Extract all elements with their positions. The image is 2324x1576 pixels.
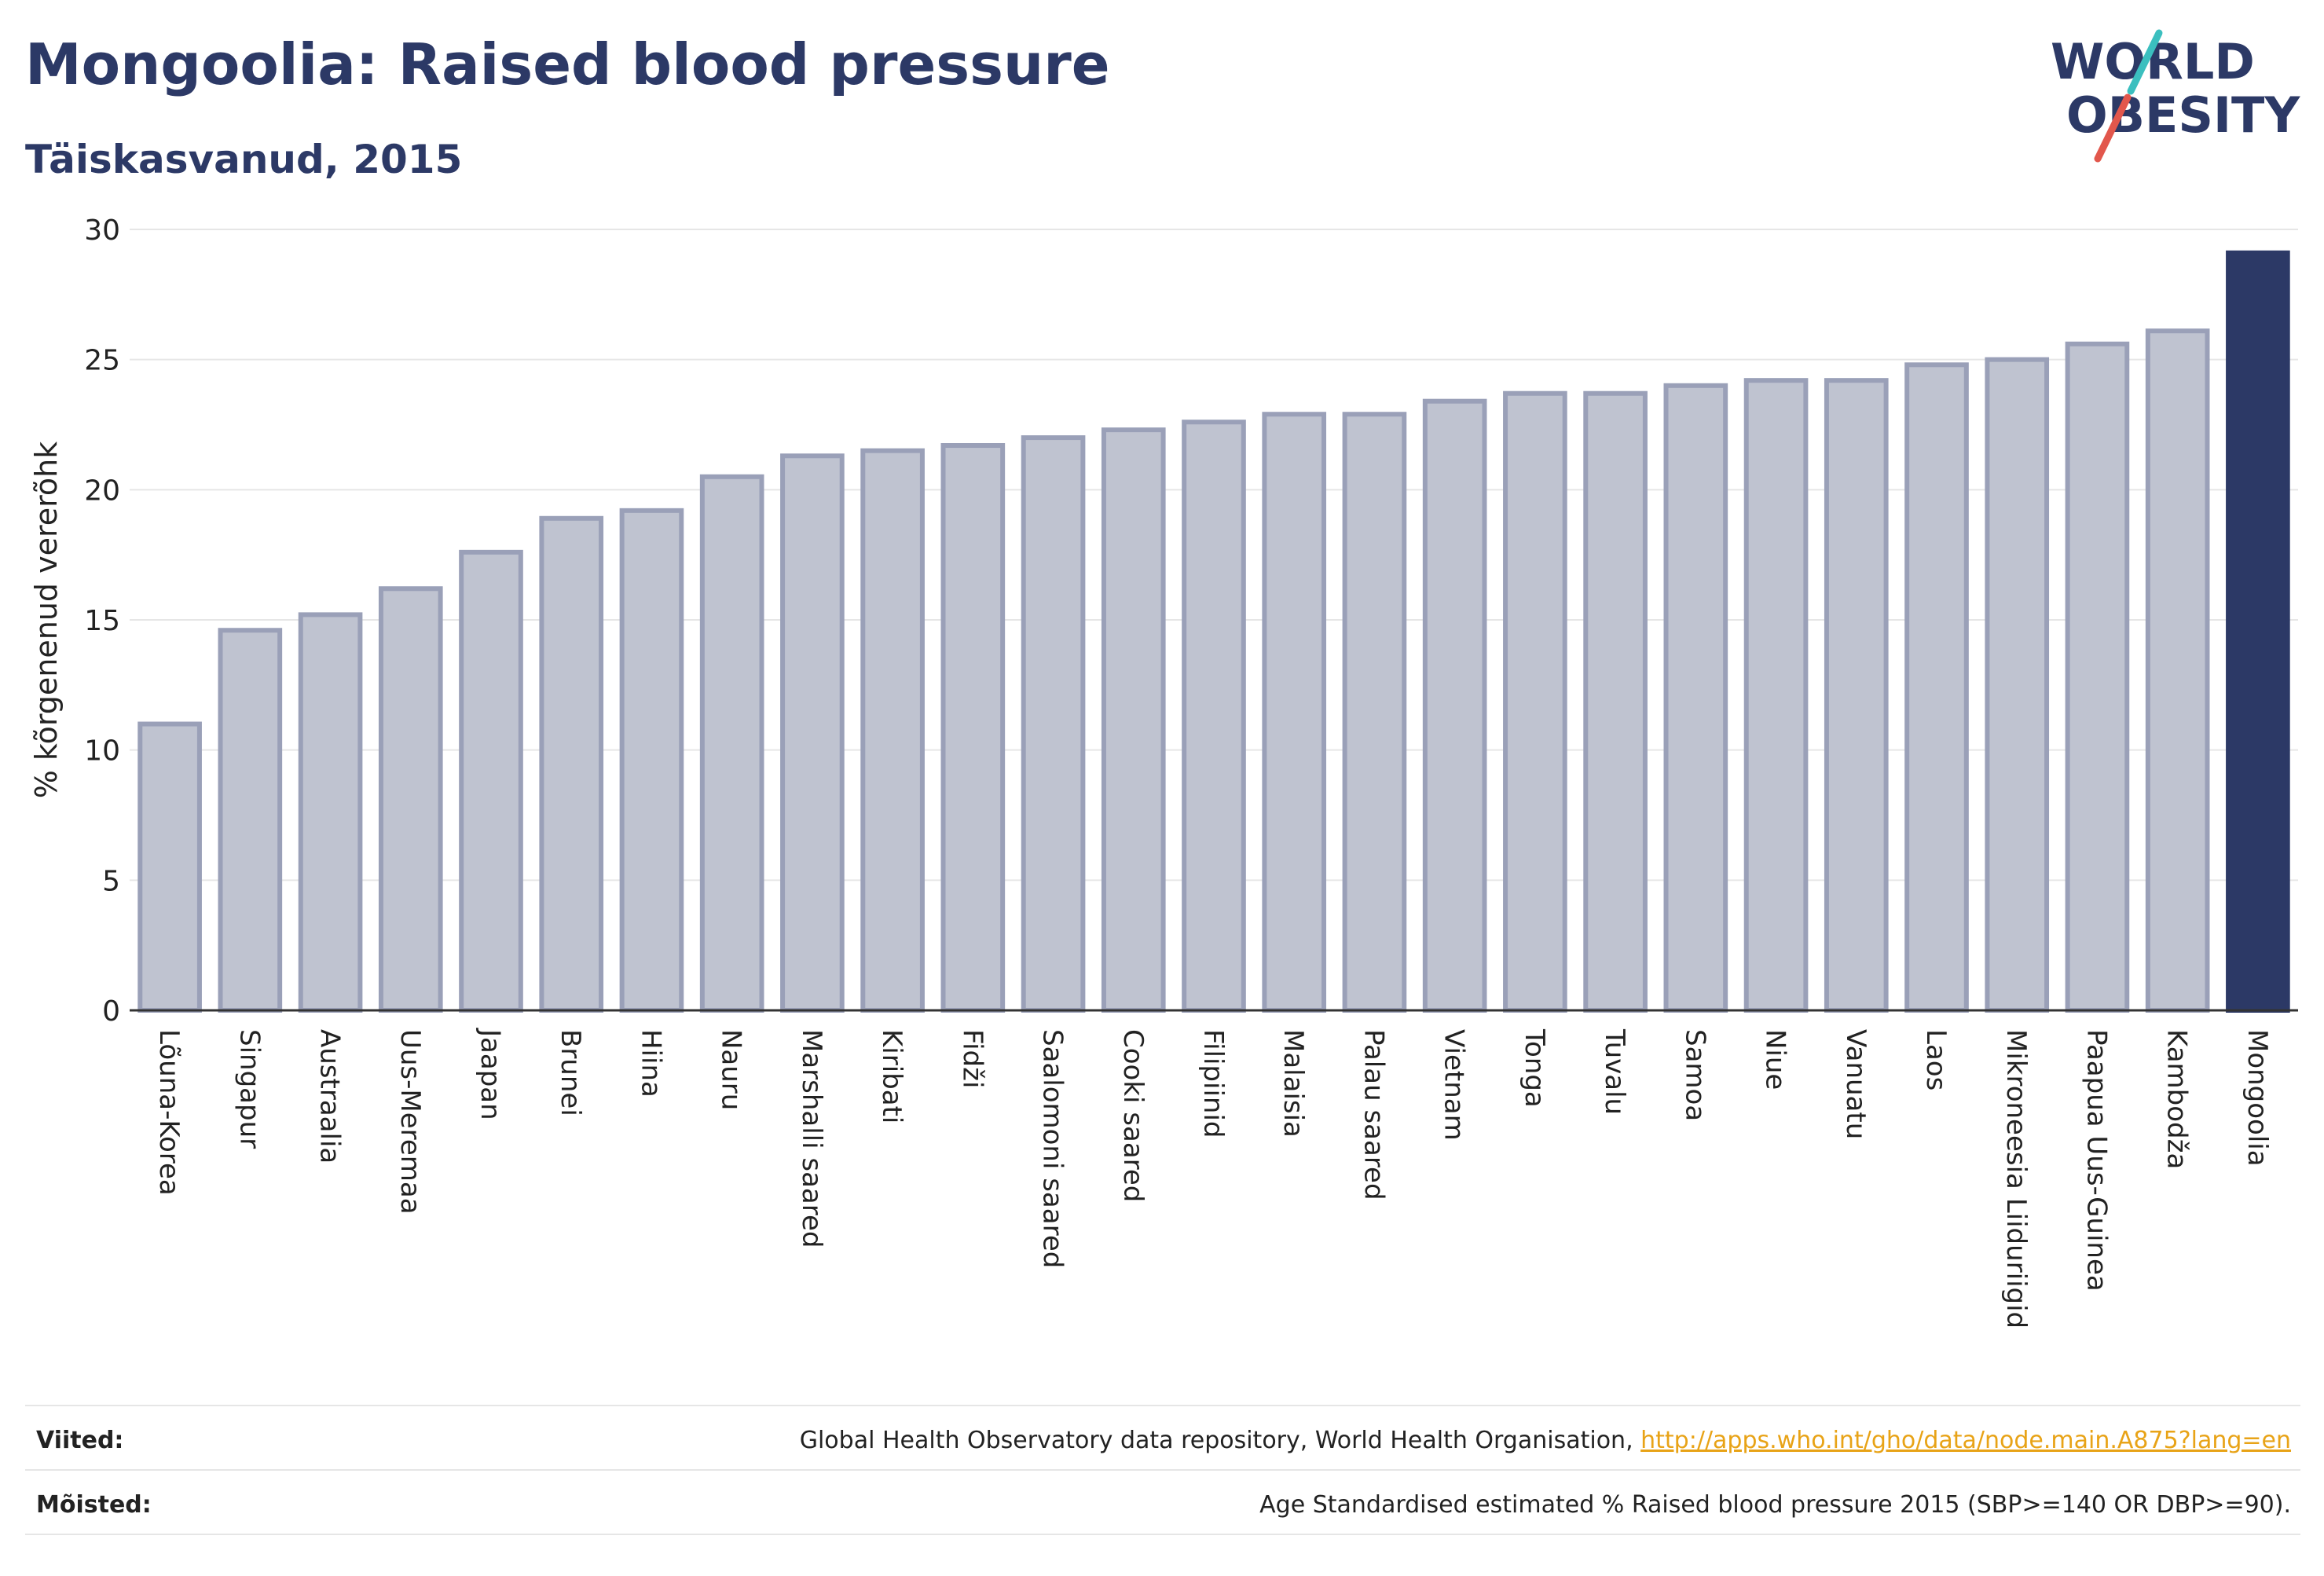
x-tick-label: Laos bbox=[1920, 1029, 1952, 1090]
x-tick-label: Malaisia bbox=[1277, 1029, 1309, 1138]
bar-uus-meremaa bbox=[378, 586, 443, 1013]
bar-mongoolia bbox=[2226, 250, 2290, 1013]
x-tick-label: Jaapan bbox=[475, 1028, 506, 1120]
x-tick-label: Vanuatu bbox=[1840, 1029, 1871, 1139]
footer-divider-top bbox=[25, 1405, 2300, 1406]
y-tick-label: 25 bbox=[84, 345, 120, 377]
bar-fid-i bbox=[940, 443, 1006, 1013]
bar-niue bbox=[1743, 378, 1809, 1013]
chart-subtitle: Täiskasvanud, 2015 bbox=[25, 137, 463, 182]
bar-chart: 0 5 10 15 20 25 30 Lõuna-Korea Singapur Austraal… bbox=[29, 214, 2298, 1329]
y-tick-label: 10 bbox=[84, 735, 120, 768]
world-obesity-logo: WORLD OBESITY bbox=[2051, 29, 2300, 163]
bar-brunei bbox=[539, 515, 604, 1013]
x-axis-ticks: Lõuna-Korea Singapur Austraalia Uus-Meremaa… bbox=[153, 1028, 2273, 1329]
bar-samoa bbox=[1663, 383, 1728, 1013]
y-tick-label: 0 bbox=[102, 995, 120, 1028]
x-tick-label: Mongoolia bbox=[2242, 1029, 2273, 1167]
x-tick-label: Kambodža bbox=[2161, 1029, 2193, 1169]
sources-description: Global Health Observatory data repositor… bbox=[799, 1427, 1641, 1454]
x-tick-label: Tonga bbox=[1519, 1028, 1550, 1108]
bar-cooki-saared bbox=[1101, 427, 1166, 1013]
bar-laos bbox=[1904, 362, 1969, 1013]
chart-title: Mongoolia: Raised blood pressure bbox=[25, 31, 1110, 97]
x-tick-label: Samoa bbox=[1679, 1029, 1710, 1121]
x-tick-label: Nauru bbox=[716, 1029, 747, 1110]
bar-austraalia bbox=[298, 612, 363, 1013]
bar-hiina bbox=[619, 508, 684, 1013]
x-tick-label: Filipiinid bbox=[1197, 1029, 1229, 1138]
y-tick-label: 20 bbox=[84, 475, 120, 507]
x-tick-label: Uus-Meremaa bbox=[394, 1029, 426, 1215]
bar-kambod-a bbox=[2145, 328, 2210, 1013]
x-tick-label: Niue bbox=[1760, 1029, 1791, 1090]
x-tick-label: Austraalia bbox=[314, 1029, 346, 1164]
bar-palau-saared bbox=[1342, 412, 1407, 1013]
bar-filipiinid bbox=[1182, 420, 1246, 1013]
x-tick-label: Paapua Uus-Guinea bbox=[2080, 1029, 2112, 1292]
bar-vanuatu bbox=[1824, 378, 1889, 1013]
y-tick-label: 30 bbox=[84, 214, 120, 247]
x-tick-label: Hiina bbox=[635, 1029, 666, 1098]
bar-mikroneesia-liiduriigid bbox=[1985, 357, 2050, 1013]
bar-marshalli-saared bbox=[780, 453, 845, 1013]
bars bbox=[137, 250, 2290, 1013]
logo-slash-top bbox=[2127, 29, 2163, 95]
x-tick-label: Cooki saared bbox=[1117, 1029, 1149, 1202]
y-axis-label: % kõrgenenud vererõhk bbox=[29, 442, 64, 799]
definitions-text: Age Standardised estimated % Raised bloo… bbox=[1259, 1491, 2291, 1519]
x-tick-label: Vietnam bbox=[1439, 1029, 1470, 1141]
x-tick-label: Palau saared bbox=[1358, 1029, 1389, 1200]
x-tick-label: Tuvalu bbox=[1599, 1028, 1630, 1115]
definitions-label: Mõisted: bbox=[36, 1491, 152, 1519]
y-axis-ticks: 0 5 10 15 20 25 30 bbox=[84, 214, 120, 1028]
bar-vietnam bbox=[1422, 398, 1487, 1013]
bar-l-una-korea bbox=[137, 721, 202, 1013]
bar-paapua-uus-guinea bbox=[2065, 341, 2130, 1013]
y-tick-label: 5 bbox=[102, 865, 120, 897]
y-tick-label: 15 bbox=[84, 605, 120, 637]
bar-nauru bbox=[699, 474, 764, 1013]
bar-singapur bbox=[218, 628, 283, 1013]
x-tick-label: Marshalli saared bbox=[796, 1029, 827, 1248]
footer-divider-bottom bbox=[25, 1534, 2300, 1535]
bar-jaapan bbox=[459, 549, 523, 1013]
logo-slash-bottom bbox=[2094, 93, 2132, 163]
bar-saalomoni-saared bbox=[1021, 435, 1086, 1013]
x-tick-label: Brunei bbox=[555, 1029, 586, 1116]
x-tick-label: Mikroneesia Liiduriigid bbox=[2000, 1029, 2032, 1329]
bar-malaisia bbox=[1262, 412, 1327, 1013]
x-tick-label: Lõuna-Korea bbox=[153, 1029, 185, 1196]
x-tick-label: Kiribati bbox=[876, 1029, 907, 1123]
x-tick-label: Fidži bbox=[956, 1029, 988, 1088]
x-tick-label: Saalomoni saared bbox=[1037, 1029, 1069, 1268]
sources-link[interactable]: http://apps.who.int/gho/data/node.main.A… bbox=[1640, 1427, 2291, 1454]
footer-divider-middle bbox=[25, 1469, 2300, 1471]
bar-tuvalu bbox=[1583, 390, 1648, 1013]
sources-text: Global Health Observatory data repositor… bbox=[800, 1427, 2291, 1454]
logo-text-obesity: OBESITY bbox=[2066, 86, 2300, 144]
sources-label: Viited: bbox=[36, 1427, 124, 1454]
bar-kiribati bbox=[860, 448, 925, 1013]
x-tick-label: Singapur bbox=[233, 1029, 265, 1149]
bar-tonga bbox=[1503, 390, 1567, 1013]
